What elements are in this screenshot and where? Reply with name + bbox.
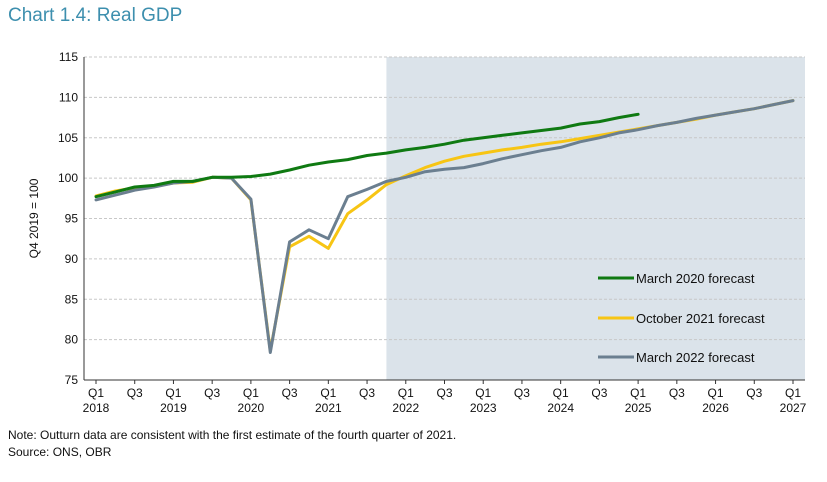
- x-tick-quarter: Q1: [243, 386, 259, 400]
- x-tick-quarter: Q3: [591, 386, 607, 400]
- x-tick-quarter: Q1: [785, 386, 801, 400]
- x-tick-quarter: Q1: [88, 386, 104, 400]
- x-tick-quarter: Q3: [436, 386, 452, 400]
- legend: March 2020 forecast October 2021 forecast…: [598, 271, 765, 365]
- legend-label: March 2022 forecast: [636, 350, 755, 365]
- x-tick-quarter: Q1: [475, 386, 491, 400]
- chart-note: Note: Outturn data are consistent with t…: [8, 428, 457, 442]
- x-tick-quarter: Q1: [630, 386, 646, 400]
- chart-source: Source: ONS, OBR: [8, 445, 112, 459]
- y-tick-label: 100: [58, 171, 78, 185]
- y-tick-label: 115: [59, 50, 78, 64]
- x-tick-quarter: Q1: [553, 386, 569, 400]
- legend-label: October 2021 forecast: [636, 311, 765, 326]
- y-axis-label: Q4 2019 = 100: [27, 178, 41, 258]
- x-tick-quarter: Q3: [127, 386, 143, 400]
- legend-label: March 2020 forecast: [636, 271, 755, 286]
- x-tick-quarter: Q1: [165, 386, 181, 400]
- x-tick-quarter: Q1: [320, 386, 336, 400]
- x-tick-year: 2019: [160, 401, 187, 415]
- x-tick-quarter: Q3: [282, 386, 298, 400]
- series-line-march-2020-forecast: [94, 112, 640, 199]
- x-tick-year: 2027: [780, 401, 807, 415]
- y-tick-label: 90: [65, 252, 79, 266]
- x-tick-quarter: Q1: [398, 386, 414, 400]
- y-tick-label: 80: [65, 333, 79, 347]
- y-tick-label: 75: [65, 373, 79, 387]
- x-tick-year: 2026: [702, 401, 729, 415]
- x-tick-quarter: Q3: [514, 386, 530, 400]
- x-tick-year: 2022: [392, 401, 419, 415]
- x-tick-year: 2020: [238, 401, 265, 415]
- y-tick-label: 95: [65, 212, 79, 226]
- x-tick-year: 2021: [315, 401, 342, 415]
- series-lines: [94, 99, 795, 354]
- y-tick-label: 85: [65, 292, 79, 306]
- x-tick-quarter: Q3: [669, 386, 685, 400]
- x-tick-year: 2023: [470, 401, 497, 415]
- x-tick-quarter: Q3: [204, 386, 220, 400]
- y-tick-label: 105: [58, 131, 78, 145]
- x-tick-year: 2024: [547, 401, 574, 415]
- y-tick-label: 110: [59, 90, 78, 104]
- y-tick-labels: 75 80 85 90 95 100 105 110 115: [58, 50, 78, 387]
- x-tick-year: 2025: [625, 401, 652, 415]
- x-tick-quarter: Q3: [359, 386, 375, 400]
- x-tick-quarter: Q1: [708, 386, 724, 400]
- x-tick-quarter: Q3: [746, 386, 762, 400]
- x-tick-year: 2018: [83, 401, 110, 415]
- chart-title: Chart 1.4: Real GDP: [8, 5, 183, 26]
